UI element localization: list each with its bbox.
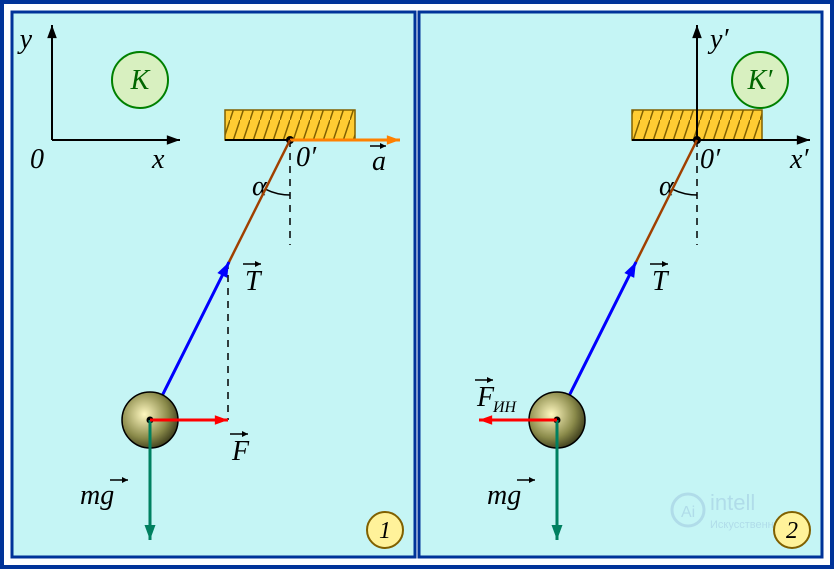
svg-text:Ai: Ai (681, 504, 695, 521)
pivot-label: 0′ (296, 142, 317, 173)
left-panel (12, 12, 415, 557)
cart-block (225, 110, 355, 140)
tension-label: T (652, 266, 670, 297)
acceleration-label: a (372, 146, 386, 177)
panel-number: 2 (786, 518, 798, 544)
gravity-label: mg (80, 480, 114, 511)
panel-number: 1 (379, 518, 391, 544)
gravity-label: mg (487, 480, 521, 511)
y-axis-label: y (17, 24, 33, 55)
y-axis-label: y′ (707, 24, 729, 55)
x-axis-label: x (151, 144, 165, 175)
svg-text:intell: intell (710, 490, 755, 515)
tension-label: T (245, 266, 263, 297)
x-axis-label: x′ (789, 144, 809, 175)
origin-label: 0′ (700, 144, 721, 175)
origin-label: 0 (30, 144, 44, 175)
frame-label: K (130, 65, 151, 96)
inertial-force-sub: ИН (492, 399, 518, 416)
diagram-canvas: 0xyK0′aαTmgF10′x′y′K′αTmgFИНAiintellИску… (0, 0, 834, 569)
frame-label: K′ (747, 65, 774, 96)
resultant-force-label: F (231, 436, 250, 467)
